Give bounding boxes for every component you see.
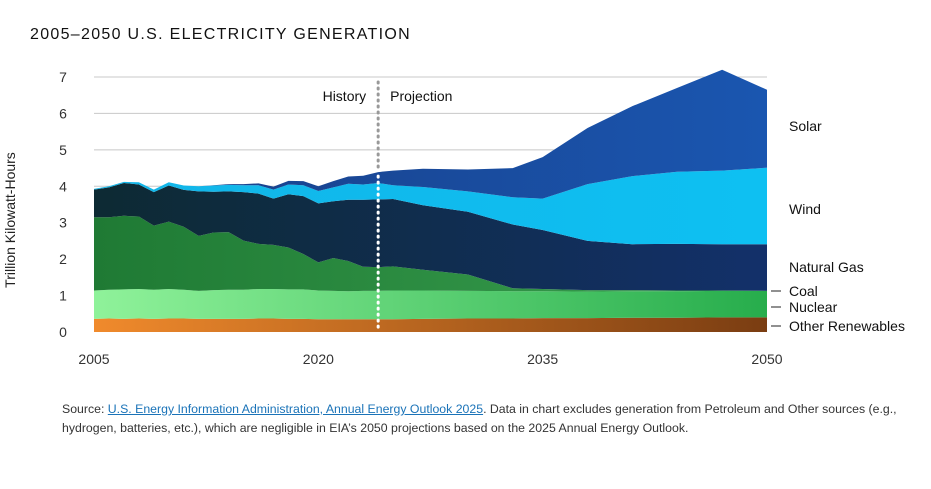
area-wind: [94, 167, 767, 245]
y-tick-2: 2: [59, 251, 67, 267]
source-link[interactable]: U.S. Energy Information Administration, …: [107, 402, 484, 416]
legend-label-natural-gas: Natural Gas: [789, 259, 864, 275]
legend-label-wind: Wind: [789, 201, 821, 217]
x-tick-labels: 2005 2020 2035 2050: [78, 351, 782, 367]
x-tick-2050: 2050: [751, 351, 782, 367]
legend-label-other-renewables: Other Renewables: [789, 318, 905, 334]
y-tick-4: 4: [59, 178, 67, 194]
x-tick-2035: 2035: [527, 351, 558, 367]
source-note: Source: U.S. Energy Information Administ…: [62, 400, 922, 438]
legend-label-solar: Solar: [789, 118, 822, 134]
x-tick-2005: 2005: [78, 351, 109, 367]
y-tick-7: 7: [59, 69, 67, 85]
area-solar: [94, 69, 767, 199]
area-other-renewables: [94, 317, 767, 332]
stacked-areas: [94, 69, 767, 332]
legend-label-coal: Coal: [789, 283, 818, 299]
area-natural-gas: [94, 183, 767, 291]
y-tick-5: 5: [59, 142, 67, 158]
area-nuclear: [94, 289, 767, 320]
y-tick-3: 3: [59, 215, 67, 231]
y-tick-labels: 0 1 2 3 4 5 6 7: [59, 69, 67, 340]
y-tick-6: 6: [59, 105, 67, 121]
source-suffix: . Data in chart excludes generation from…: [62, 402, 897, 435]
chart-title: 2005–2050 U.S. ELECTRICITY GENERATION: [30, 26, 411, 43]
y-tick-0: 0: [59, 324, 67, 340]
source-prefix: Source:: [62, 402, 108, 416]
history-label: History: [323, 88, 367, 104]
projection-label: Projection: [390, 88, 452, 104]
y-tick-1: 1: [59, 288, 67, 304]
area-coal: [94, 215, 767, 292]
x-tick-2020: 2020: [303, 351, 334, 367]
legend-label-nuclear: Nuclear: [789, 299, 838, 315]
